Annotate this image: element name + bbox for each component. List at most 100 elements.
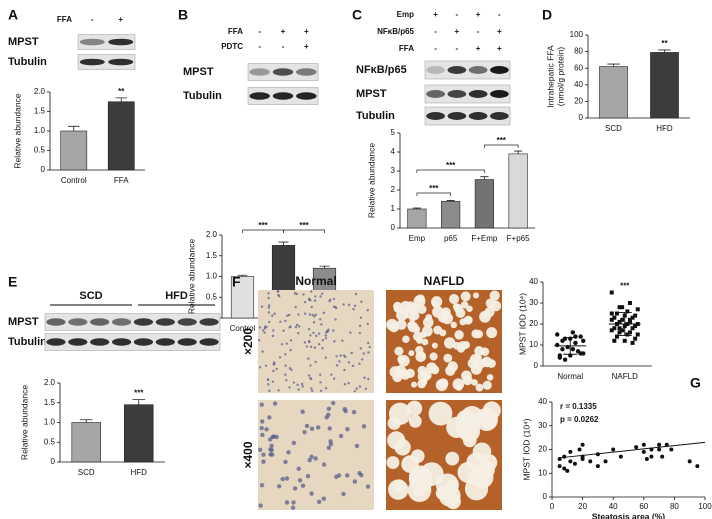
tissue-texture	[448, 294, 460, 305]
tissue-texture	[291, 440, 297, 446]
treatment-sign: +	[281, 27, 286, 36]
y-tick-label: 40	[574, 80, 583, 89]
y-tick-label: 2.0	[44, 378, 56, 387]
data-point	[557, 353, 563, 358]
tissue-texture	[481, 414, 497, 430]
data-point	[635, 332, 640, 337]
tissue-texture	[358, 362, 361, 366]
tissue-texture	[280, 343, 284, 346]
tissue-texture	[284, 364, 287, 367]
data-point	[555, 342, 560, 348]
y-tick-label: 0.5	[44, 437, 56, 446]
blot-band	[46, 338, 66, 346]
tissue-texture	[279, 320, 282, 323]
tissue-texture	[343, 368, 346, 372]
blot-band	[447, 66, 467, 74]
tissue-texture	[308, 298, 311, 302]
tissue-texture	[310, 305, 313, 309]
tissue-texture	[313, 299, 317, 302]
bar	[441, 201, 461, 229]
tissue-texture	[321, 496, 327, 501]
tissue-texture	[347, 361, 351, 364]
tissue-texture	[359, 472, 364, 478]
tissue-texture	[319, 295, 322, 298]
tissue-texture	[297, 313, 300, 316]
tissue-texture	[405, 368, 415, 378]
tissue-texture	[342, 354, 346, 357]
tissue-texture	[475, 383, 484, 392]
panel-letter: A	[8, 7, 18, 23]
error-bar	[607, 63, 620, 67]
blot-band	[155, 318, 175, 326]
treatment-label: FFA	[228, 27, 243, 36]
data-point	[620, 305, 625, 310]
tissue-texture	[309, 364, 312, 367]
data-point	[618, 454, 623, 459]
blot-band	[108, 38, 134, 46]
tissue-texture	[349, 331, 352, 334]
tissue-texture	[269, 443, 274, 448]
y-tick-label: 100	[570, 30, 584, 39]
x-tick-label: F+p65	[507, 234, 530, 243]
tissue-texture	[285, 342, 288, 345]
data-point	[581, 338, 586, 343]
y-tick-label: 80	[574, 47, 583, 56]
tissue-texture	[297, 325, 301, 328]
data-point	[630, 315, 635, 320]
treatment-label: FFA	[399, 44, 414, 53]
tissue-texture	[359, 347, 362, 350]
blot-band	[490, 90, 509, 98]
tissue-texture	[366, 322, 369, 326]
x-tick-label: F+Emp	[471, 234, 498, 243]
blot-row-label: Tubulin	[183, 90, 222, 102]
tissue-texture	[297, 478, 303, 483]
panel-letter: F	[232, 274, 241, 290]
blot-band	[79, 58, 105, 66]
tissue-texture	[267, 311, 271, 314]
blot-band	[426, 90, 445, 98]
tissue-texture	[324, 387, 328, 390]
data-point	[627, 317, 632, 322]
tissue-texture	[410, 311, 420, 321]
data-point	[657, 442, 662, 447]
tissue-texture	[355, 387, 358, 390]
tissue-texture	[354, 443, 360, 449]
tissue-texture	[261, 350, 264, 353]
tissue-texture	[292, 381, 296, 384]
blot-band	[155, 338, 175, 346]
x-tick-label: HFD	[656, 124, 673, 133]
tissue-texture	[261, 452, 266, 457]
tissue-texture	[276, 290, 280, 293]
tissue-texture	[321, 347, 324, 350]
blot-band	[199, 318, 219, 326]
y-tick-label: 2.0	[34, 87, 46, 96]
tissue-texture	[312, 331, 315, 335]
blot-band	[46, 318, 66, 326]
error-bar	[79, 419, 93, 423]
tissue-texture	[354, 292, 358, 296]
tissue-texture	[487, 359, 496, 368]
data-point	[630, 326, 635, 331]
tissue-texture	[429, 352, 438, 361]
data-point	[641, 449, 646, 454]
tissue-texture	[311, 389, 314, 393]
error-bar	[278, 241, 289, 246]
annotation: p = 0.0262	[560, 415, 599, 424]
tissue-texture	[417, 304, 427, 315]
data-point	[617, 305, 622, 310]
blot-band	[111, 318, 132, 326]
x-tick-label: Emp	[409, 234, 426, 243]
tissue-texture	[481, 311, 489, 319]
tissue-texture	[272, 361, 276, 364]
tissue-texture	[332, 297, 336, 301]
blot-band	[468, 90, 488, 98]
blot-row-label: NFκB/p65	[356, 64, 407, 76]
tissue-texture	[460, 301, 469, 309]
tissue-texture	[408, 350, 415, 357]
data-point	[568, 449, 573, 454]
data-point	[572, 461, 577, 466]
x-tick-label: 60	[639, 502, 648, 511]
tissue-texture	[353, 390, 357, 393]
tissue-texture	[288, 386, 291, 389]
treatment-label: PDTC	[221, 42, 243, 51]
